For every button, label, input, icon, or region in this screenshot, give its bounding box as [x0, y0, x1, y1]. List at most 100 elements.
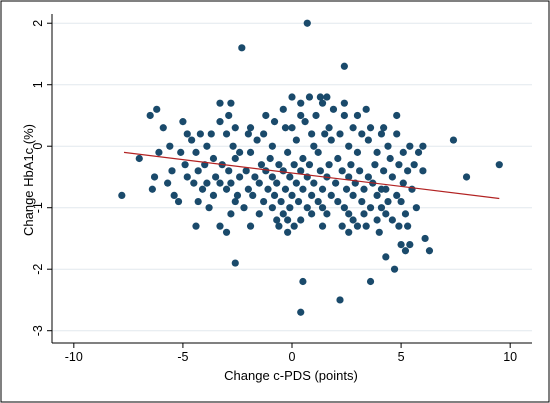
scatter-point [236, 148, 244, 156]
scatter-point [286, 204, 294, 212]
x-axis-title: Change c-PDS (points) [224, 368, 358, 383]
scatter-point [229, 142, 237, 150]
scatter-point [386, 154, 394, 163]
scatter-point [366, 204, 375, 212]
scatter-point [270, 191, 279, 200]
scatter-point [290, 222, 298, 230]
scatter-point [118, 191, 126, 200]
scatter-point [183, 130, 191, 138]
scatter-point [260, 197, 268, 206]
scatter-point [135, 154, 143, 163]
scatter-point [153, 105, 161, 113]
scatter-point [146, 111, 154, 120]
scatter-point [425, 247, 434, 255]
scatter-point [231, 197, 239, 206]
scatter-point [216, 222, 224, 230]
scatter-point [297, 111, 305, 120]
scatter-point [404, 167, 412, 175]
scatter-point [246, 222, 255, 230]
scatter-point [397, 241, 405, 249]
scatter-point [236, 173, 244, 181]
scatter-point [257, 161, 266, 169]
scatter-point [362, 222, 370, 230]
x-axis-ticks: -10 -5 0 5 10 [65, 343, 517, 364]
data-points [118, 19, 503, 316]
scatter-point [297, 167, 305, 175]
scatter-point [170, 191, 178, 200]
scatter-point [397, 197, 405, 206]
scatter-point [203, 142, 211, 150]
scatter-point [332, 179, 340, 187]
scatter-point [399, 179, 407, 187]
scatter-point [342, 185, 351, 193]
scatter-point [364, 136, 372, 144]
scatter-point [299, 154, 307, 163]
scatter-point [318, 204, 327, 212]
scatter-point [329, 105, 338, 113]
scatter-point [373, 216, 381, 224]
scatter-point [166, 142, 174, 150]
scatter-point [262, 111, 270, 120]
scatter-point [268, 142, 276, 150]
scatter-point [377, 185, 386, 193]
scatter-point [251, 173, 259, 181]
scatter-point [292, 136, 300, 144]
scatter-point [225, 167, 233, 175]
scatter-point [325, 124, 333, 132]
scatter-point [303, 19, 311, 27]
scatter-point [360, 185, 368, 193]
scatter-point [286, 173, 294, 181]
scatter-point [449, 136, 458, 144]
scatter-point [212, 173, 220, 181]
scatter-point [209, 191, 218, 200]
scatter-point [312, 111, 320, 120]
scatter-point [192, 222, 200, 230]
scatter-point [308, 130, 316, 138]
scatter-point [299, 277, 307, 286]
scatter-point [338, 167, 346, 175]
scatter-point [393, 111, 401, 120]
scatter-point [273, 216, 281, 224]
scatter-point [393, 191, 401, 200]
scatter-point [253, 136, 261, 144]
scatter-point [336, 296, 344, 304]
scatter-point [281, 185, 290, 193]
scatter-point [297, 308, 305, 316]
scatter-point [244, 130, 252, 138]
scatter-point [268, 204, 276, 212]
scatter-point [297, 216, 305, 224]
scatter-point [246, 124, 255, 132]
scatter-point [209, 154, 218, 163]
scatter-point [188, 136, 196, 144]
scatter-point [288, 191, 296, 200]
scatter-point [227, 210, 235, 218]
scatter-point [299, 185, 307, 193]
scatter-point [290, 161, 298, 169]
scatter-point [419, 142, 427, 150]
scatter-point [179, 118, 187, 126]
y-tick-label: 2 [31, 20, 45, 27]
scatter-point [233, 191, 242, 200]
y-axis-title: Change HbA1c (%) [21, 124, 36, 236]
scatter-point [318, 99, 327, 107]
scatter-point [382, 210, 390, 218]
scatter-point [198, 185, 207, 193]
scatter-point [358, 130, 366, 138]
scatter-point [281, 124, 290, 132]
scatter-point [366, 277, 375, 286]
scatter-point [270, 118, 279, 126]
scatter-point [284, 228, 292, 236]
scatter-point [408, 185, 416, 193]
scatter-point [356, 167, 364, 175]
scatter-point [401, 247, 410, 255]
scatter-point [148, 185, 156, 193]
scatter-point [262, 167, 270, 175]
scatter-point [388, 173, 396, 181]
scatter-point [264, 185, 272, 193]
scatter-point [349, 216, 357, 224]
scatter-point [275, 222, 283, 230]
scatter-point [203, 179, 211, 187]
